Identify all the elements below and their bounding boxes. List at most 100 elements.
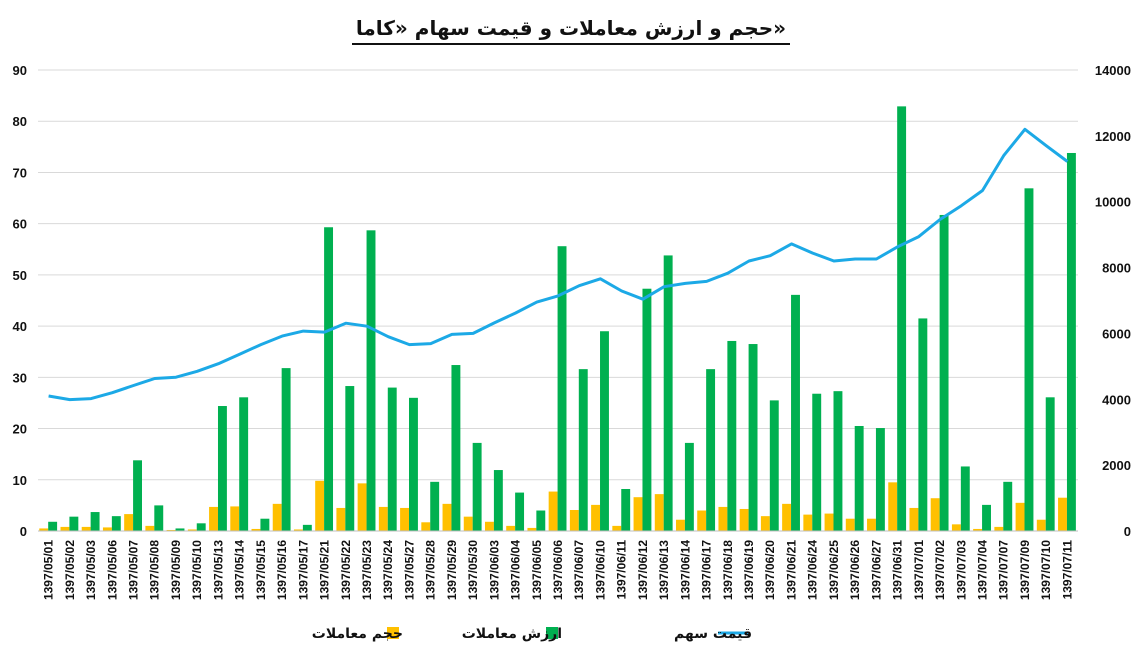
volume-bar xyxy=(251,528,261,531)
y-left-tick-label: 40 xyxy=(13,319,27,334)
value-bar xyxy=(430,481,440,531)
value-bar xyxy=(1045,397,1055,531)
value-bar xyxy=(175,528,185,531)
x-tick-label: 1397/06/19 xyxy=(742,540,756,600)
x-tick-label: 1397/05/27 xyxy=(402,540,416,600)
value-bar xyxy=(536,510,546,531)
value-bar xyxy=(833,391,843,531)
x-tick-label: 1397/05/13 xyxy=(211,540,225,600)
volume-bar xyxy=(909,507,919,531)
value-bar xyxy=(684,442,694,531)
value-bar xyxy=(875,428,885,531)
volume-bar xyxy=(527,527,537,531)
x-tick-label: 1397/05/10 xyxy=(190,540,204,600)
value-bar xyxy=(897,106,907,532)
x-tick-label: 1397/05/06 xyxy=(105,540,119,600)
x-tick-label: 1397/05/09 xyxy=(169,540,183,600)
x-tick-label: 1397/06/17 xyxy=(700,540,714,600)
volume-bar xyxy=(378,506,388,531)
volume-bar xyxy=(739,508,749,531)
y-right-tick-label: 0 xyxy=(1124,524,1131,539)
x-tick-label: 1397/05/03 xyxy=(84,540,98,600)
value-bar xyxy=(960,466,970,531)
volume-bar xyxy=(484,521,494,531)
value-bar xyxy=(642,288,652,531)
volume-bar xyxy=(633,497,643,531)
volume-bar xyxy=(166,529,176,531)
x-tick-label: 1397/05/15 xyxy=(254,540,268,600)
value-bar xyxy=(557,246,567,531)
price-series-line xyxy=(48,127,1069,402)
x-tick-label: 1397/06/25 xyxy=(827,540,841,600)
y-right-tick-label: 6000 xyxy=(1102,326,1131,341)
x-tick-label: 1397/06/26 xyxy=(848,540,862,600)
volume-bar xyxy=(591,504,601,531)
value-bar xyxy=(515,492,525,531)
x-tick-label: 1397/05/16 xyxy=(275,540,289,600)
legend-swatch-value xyxy=(546,627,558,639)
legend-label-volume: حجم معاملات xyxy=(312,626,403,642)
value-bar xyxy=(621,488,631,531)
value-bar xyxy=(791,294,800,531)
volume-bar xyxy=(124,514,134,531)
value-bar xyxy=(133,460,142,531)
volume-bar xyxy=(951,524,961,531)
value-bar xyxy=(366,230,376,531)
value-bar xyxy=(600,331,609,531)
volume-bar xyxy=(442,503,452,531)
value-bar xyxy=(748,344,758,531)
value-bar xyxy=(769,400,779,531)
volume-bar xyxy=(209,506,218,531)
chart-title: حجم و ارزش معاملات و قیمت سهام «کاما» xyxy=(0,16,1142,45)
price-line xyxy=(48,127,1069,402)
x-tick-label: 1397/05/24 xyxy=(381,540,395,600)
value-bar xyxy=(918,318,928,531)
y-left-tick-label: 70 xyxy=(13,165,27,180)
x-tick-label: 1397/05/29 xyxy=(445,540,459,600)
x-tick-label: 1397/06/05 xyxy=(530,540,544,600)
x-tick-label: 1397/05/08 xyxy=(148,540,162,600)
volume-bar xyxy=(293,529,303,531)
x-tick-label: 1397/05/23 xyxy=(360,540,374,600)
x-tick-label: 1397/06/13 xyxy=(657,540,671,600)
volume-bar xyxy=(39,528,49,531)
value-bar xyxy=(281,368,291,531)
x-tick-label: 1397/07/07 xyxy=(997,540,1011,600)
y-left-tick-label: 80 xyxy=(13,114,27,129)
y-left-tick-label: 0 xyxy=(20,524,27,539)
x-tick-label: 1397/05/07 xyxy=(127,540,141,600)
value-bar xyxy=(706,369,716,531)
x-tick-label: 1397/07/11 xyxy=(1060,540,1074,600)
volume-bar xyxy=(1015,502,1025,531)
volume-bar xyxy=(230,506,240,531)
x-tick-label: 1397/06/14 xyxy=(678,540,692,600)
volume-bar xyxy=(548,491,558,531)
x-tick-label: 1397/07/09 xyxy=(1018,540,1032,600)
volume-bar xyxy=(654,494,664,531)
y-right-tick-label: 2000 xyxy=(1102,458,1131,473)
x-tick-label: 1397/05/30 xyxy=(466,540,480,600)
volume-bar xyxy=(81,526,91,531)
volume-bar xyxy=(145,525,155,531)
y-left-tick-label: 10 xyxy=(13,473,27,488)
x-tick-label: 1397/06/03 xyxy=(487,540,501,600)
x-tick-label: 1397/06/20 xyxy=(763,540,777,600)
volume-bar xyxy=(867,518,876,531)
volume-bar xyxy=(60,526,70,531)
value-bar xyxy=(111,516,121,531)
value-bar xyxy=(727,340,737,531)
x-tick-label: 1397/06/04 xyxy=(509,540,523,600)
volume-bar xyxy=(930,498,940,531)
y-right-tick-label: 4000 xyxy=(1102,392,1131,407)
x-tick-label: 1397/07/10 xyxy=(1039,540,1053,600)
volume-bar xyxy=(357,483,367,531)
volume-bar xyxy=(421,522,431,531)
value-bar xyxy=(578,369,588,531)
volume-bar xyxy=(336,507,346,531)
value-bar xyxy=(982,504,991,531)
y-right-tick-label: 10000 xyxy=(1095,195,1131,210)
value-bar xyxy=(48,521,58,531)
volume-bar xyxy=(1058,497,1067,531)
value-bar xyxy=(345,386,355,531)
